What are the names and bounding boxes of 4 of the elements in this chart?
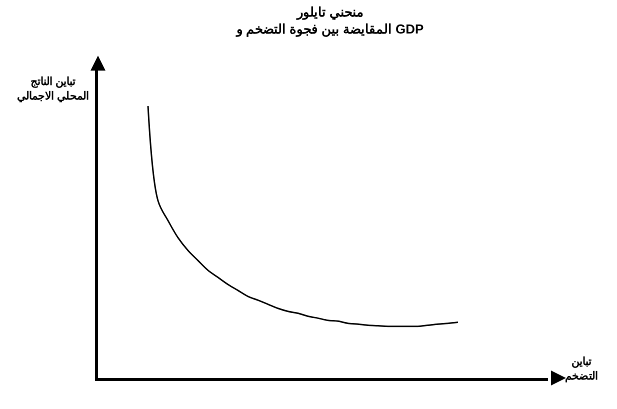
- x-axis-title: تباين التضخم: [565, 356, 598, 382]
- chart-title: منحني تايلور: [296, 4, 364, 20]
- chart-subtitle: المقايضة بين فجوة التضخم و GDP: [235, 21, 424, 38]
- y-axis-title: تباين الناتج المحلي الاجمالي: [17, 76, 90, 104]
